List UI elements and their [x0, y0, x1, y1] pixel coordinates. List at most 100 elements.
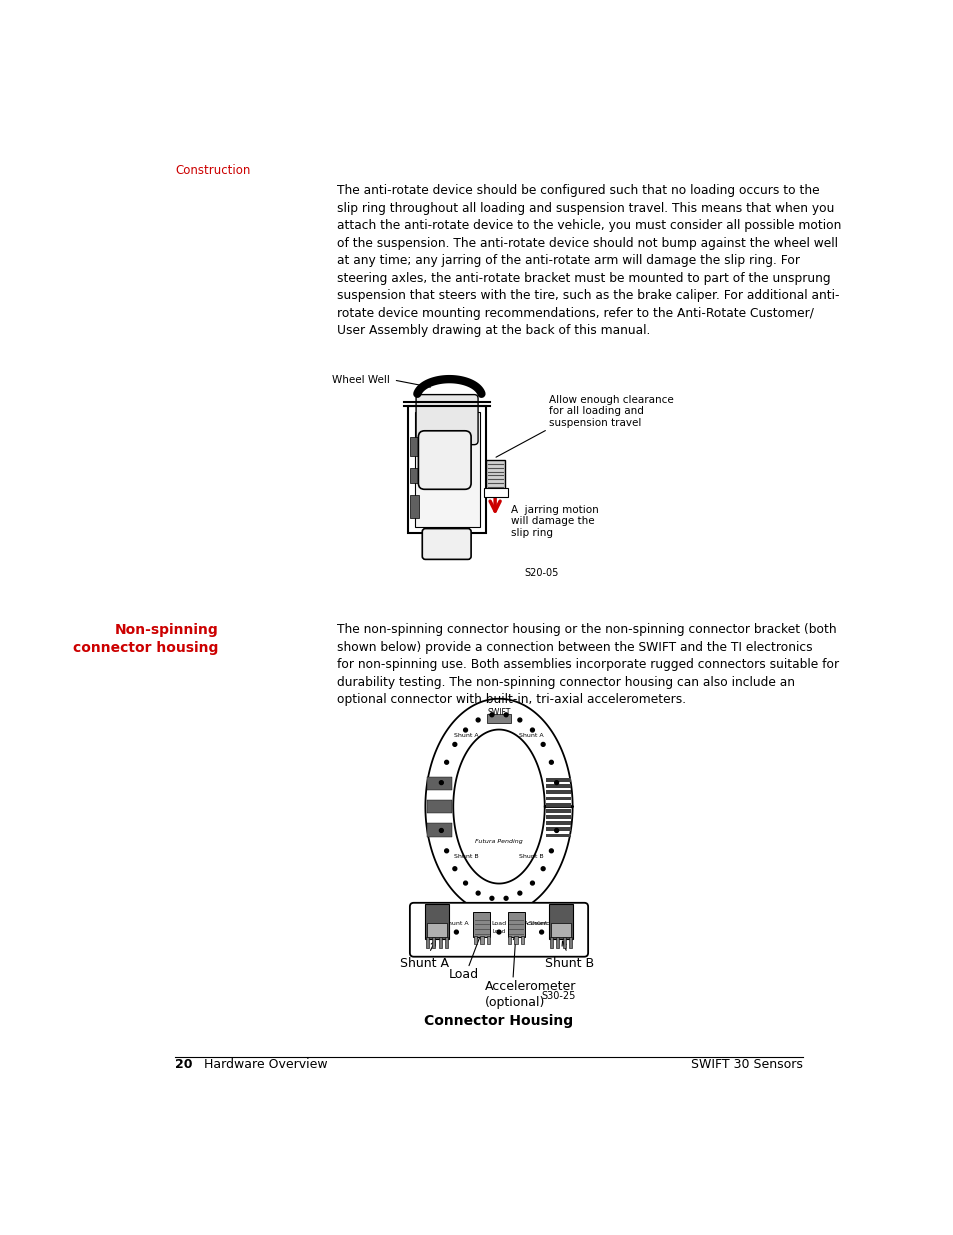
FancyBboxPatch shape	[418, 431, 471, 489]
Bar	[546, 827, 571, 831]
Bar	[520, 936, 523, 945]
Text: Shunt B: Shunt B	[454, 855, 478, 860]
FancyBboxPatch shape	[410, 903, 587, 957]
Circle shape	[530, 729, 534, 732]
Text: Shunt A: Shunt A	[399, 957, 448, 969]
FancyBboxPatch shape	[416, 395, 477, 445]
Text: Load: Load	[448, 968, 478, 982]
Text: Accelerometer: Accelerometer	[523, 921, 570, 926]
Bar	[410, 495, 418, 517]
Bar	[415, 412, 479, 527]
Text: Load: Load	[491, 921, 506, 926]
Circle shape	[517, 892, 521, 895]
Bar	[480, 936, 483, 945]
Polygon shape	[425, 699, 572, 914]
Bar	[514, 936, 517, 945]
Bar	[487, 714, 510, 724]
Circle shape	[454, 930, 457, 934]
Bar	[546, 821, 571, 825]
Bar	[484, 488, 507, 496]
Bar	[444, 937, 447, 948]
Bar	[546, 815, 571, 819]
Bar	[426, 937, 429, 948]
Text: The non-spinning connector housing or the non-spinning connector bracket (both
s: The non-spinning connector housing or th…	[336, 624, 839, 706]
Text: Hardware Overview: Hardware Overview	[204, 1057, 328, 1071]
Circle shape	[517, 718, 521, 722]
FancyBboxPatch shape	[422, 529, 471, 559]
Text: Wheel Well: Wheel Well	[332, 375, 390, 385]
Text: A  jarring motion
will damage the
slip ring: A jarring motion will damage the slip ri…	[510, 505, 598, 538]
Text: Shunt A: Shunt A	[443, 921, 468, 926]
Bar	[432, 937, 435, 948]
Circle shape	[439, 829, 443, 832]
Text: Load: Load	[492, 929, 505, 934]
Text: Shunt A: Shunt A	[454, 734, 478, 739]
Circle shape	[476, 892, 479, 895]
Bar	[546, 809, 571, 813]
Text: Accelerometer
(optional): Accelerometer (optional)	[484, 979, 576, 1009]
Bar	[424, 904, 449, 939]
Circle shape	[439, 781, 443, 784]
Circle shape	[453, 742, 456, 746]
Circle shape	[539, 930, 543, 934]
Text: S20-05: S20-05	[524, 568, 558, 578]
Bar	[546, 784, 571, 788]
Bar	[410, 437, 418, 456]
Text: SWIFT: SWIFT	[487, 708, 510, 718]
Circle shape	[453, 867, 456, 871]
FancyBboxPatch shape	[408, 406, 485, 534]
Text: Shunt B: Shunt B	[529, 921, 554, 926]
Text: Allow enough clearance
for all loading and
suspension travel: Allow enough clearance for all loading a…	[549, 394, 674, 427]
Bar	[562, 937, 565, 948]
Bar	[438, 937, 441, 948]
Bar	[546, 790, 571, 794]
Circle shape	[490, 713, 494, 716]
Bar	[507, 911, 524, 936]
Bar	[546, 797, 571, 800]
Bar	[486, 936, 489, 945]
Text: 20: 20	[174, 1057, 193, 1071]
Text: The anti-rotate device should be configured such that no loading occurs to the
s: The anti-rotate device should be configu…	[336, 184, 841, 337]
Circle shape	[463, 729, 467, 732]
Bar	[473, 911, 490, 936]
Bar	[508, 936, 511, 945]
Bar	[485, 461, 505, 490]
Bar	[474, 936, 476, 945]
Bar	[546, 778, 571, 782]
Circle shape	[463, 881, 467, 885]
Bar	[427, 823, 452, 836]
Text: Connector Housing: Connector Housing	[424, 1014, 573, 1029]
Text: Shunt A: Shunt A	[518, 734, 543, 739]
Circle shape	[554, 829, 558, 832]
Bar	[550, 937, 553, 948]
Text: SWIFT 30 Sensors: SWIFT 30 Sensors	[690, 1057, 802, 1071]
Bar	[427, 799, 452, 814]
Text: Construction: Construction	[174, 163, 250, 177]
Circle shape	[444, 848, 448, 852]
Bar	[568, 937, 571, 948]
Bar	[427, 923, 447, 936]
Text: S30-25: S30-25	[541, 992, 576, 1002]
Circle shape	[549, 761, 553, 764]
Text: Futura Pending: Futura Pending	[475, 839, 522, 844]
Circle shape	[503, 897, 508, 900]
Bar	[427, 777, 452, 790]
Circle shape	[540, 742, 544, 746]
Bar	[546, 803, 571, 806]
Circle shape	[549, 848, 553, 852]
Circle shape	[476, 718, 479, 722]
Circle shape	[490, 897, 494, 900]
Text: Shunt B: Shunt B	[545, 957, 594, 969]
Bar	[556, 937, 558, 948]
Circle shape	[554, 781, 558, 784]
Text: Shunt B: Shunt B	[518, 855, 543, 860]
Circle shape	[503, 713, 508, 716]
Circle shape	[497, 930, 500, 934]
Bar	[548, 904, 573, 939]
Text: Non-spinning
connector housing: Non-spinning connector housing	[73, 624, 218, 655]
Circle shape	[530, 881, 534, 885]
Bar	[546, 834, 571, 837]
Bar	[410, 468, 418, 483]
Bar	[550, 923, 571, 936]
Circle shape	[444, 761, 448, 764]
